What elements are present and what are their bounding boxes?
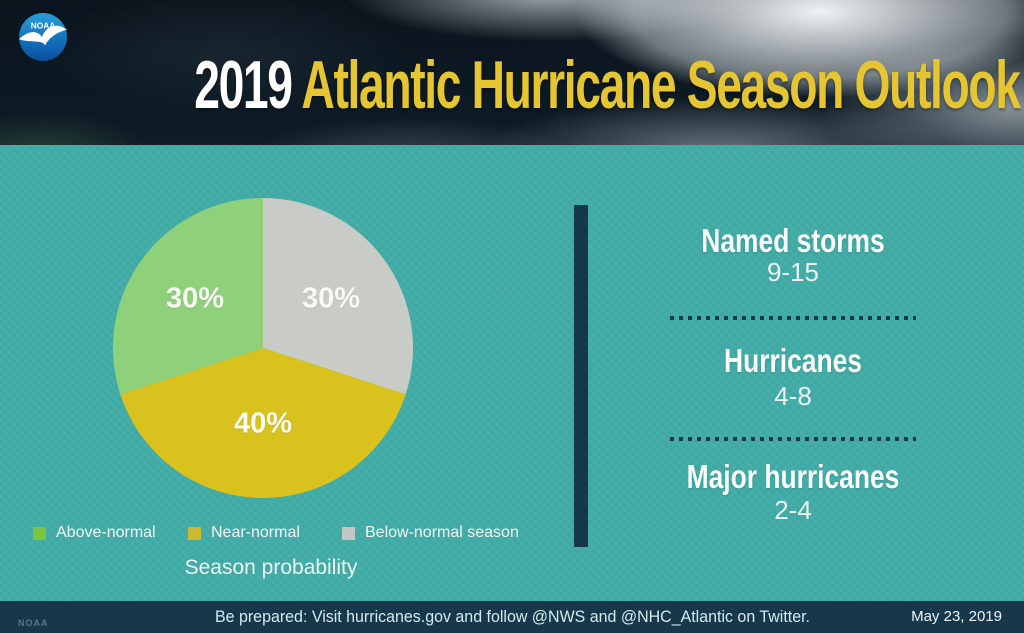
season-probability-pie-chart: 30% 30% 40%	[110, 195, 416, 501]
pie-label-above-normal: 30%	[165, 282, 225, 315]
legend-swatch-below-normal	[342, 526, 355, 540]
dotted-divider	[670, 316, 916, 320]
title-text: Atlantic Hurricane Season Outlook	[301, 47, 1021, 123]
chart-title: Season probability	[184, 556, 358, 579]
legend-item-near-normal: Near-normal	[188, 523, 300, 543]
noaa-logo-text: NOAA	[31, 21, 56, 31]
pie-label-below-normal: 30%	[301, 282, 361, 315]
legend-swatch-above-normal	[33, 526, 46, 540]
legend-swatch-near-normal	[188, 526, 201, 540]
legend-item-below-normal: Below-normal season	[342, 523, 519, 543]
legend-label: Below-normal season	[365, 524, 519, 541]
pie-slice-near-normal	[120, 348, 406, 499]
outlook-label-major-hurricanes: Major hurricanes	[686, 458, 900, 495]
page-title: 2019 Atlantic Hurricane Season Outlook	[0, 51, 1024, 119]
footer-message: Be prepared: Visit hurricanes.gov and fo…	[214, 607, 810, 626]
outlook-label-named-storms: Named storms	[701, 222, 885, 259]
title-year: 2019	[194, 47, 293, 123]
outlook-panel: Named storms 9-15 Hurricanes 4-8 Major h…	[618, 205, 968, 547]
header-banner: NOAA 2019 Atlantic Hurricane Season Outl…	[0, 0, 1024, 145]
pie-slice-below-normal	[263, 198, 414, 395]
noaa-watermark: NOAA	[18, 618, 49, 628]
vertical-divider	[574, 205, 588, 547]
pie-label-near-normal: 40%	[233, 407, 293, 440]
legend-label: Above-normal	[56, 524, 156, 541]
footer-date: May 23, 2019	[911, 608, 1002, 625]
outlook-range-hurricanes: 4-8	[774, 381, 812, 411]
outlook-range-named-storms: 9-15	[766, 257, 820, 287]
pie-slice-above-normal	[112, 198, 263, 395]
dotted-divider	[670, 437, 916, 441]
footer-bar: Be prepared: Visit hurricanes.gov and fo…	[0, 601, 1024, 633]
noaa-logo-icon: NOAA	[18, 12, 68, 62]
outlook-label-hurricanes: Hurricanes	[724, 342, 862, 379]
legend-item-above-normal: Above-normal	[33, 523, 156, 543]
outlook-range-major-hurricanes: 2-4	[774, 495, 812, 525]
legend-label: Near-normal	[211, 524, 300, 541]
